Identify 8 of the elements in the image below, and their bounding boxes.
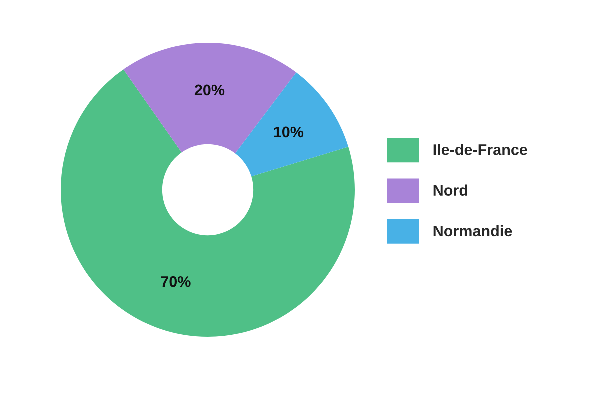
legend-label: Nord xyxy=(434,184,468,196)
legend-label: Ile-de-France xyxy=(434,144,528,156)
donut-slice xyxy=(235,72,349,177)
donut-slice xyxy=(61,70,355,337)
data-label: 20% xyxy=(194,84,225,96)
legend-label: Normandie xyxy=(434,225,512,237)
data-label: 70% xyxy=(161,276,191,288)
data-label: 10% xyxy=(274,126,304,138)
